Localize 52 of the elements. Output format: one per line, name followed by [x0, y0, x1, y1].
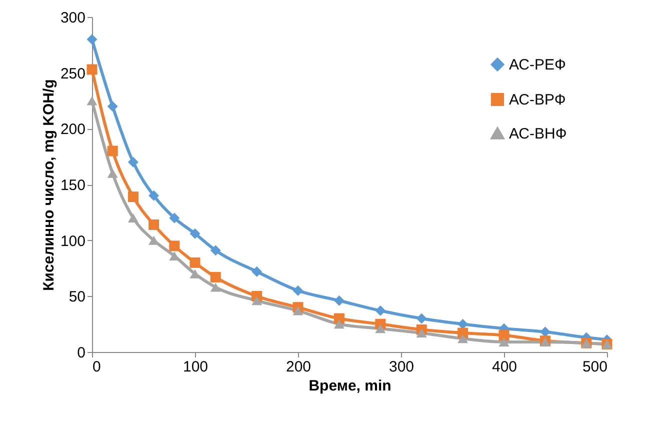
point — [375, 305, 386, 316]
legend-label: АС-ВРФ — [509, 92, 566, 108]
point — [252, 266, 262, 277]
point — [375, 324, 386, 334]
x-tick-label: 0 — [92, 358, 101, 376]
point — [86, 64, 98, 75]
point — [148, 219, 160, 230]
point — [416, 313, 427, 324]
point — [86, 34, 98, 45]
point — [292, 285, 304, 296]
x-tick-label: 400 — [492, 358, 518, 376]
x-tick-label: 500 — [582, 358, 608, 376]
x-tick-label: 200 — [286, 358, 312, 376]
point — [169, 240, 180, 252]
point — [334, 320, 344, 329]
point — [458, 318, 468, 330]
legend-label: АС-РЕФ — [509, 56, 566, 74]
point — [190, 269, 200, 278]
point — [148, 190, 160, 201]
point — [540, 326, 550, 338]
legend-label: АС-ВНФ — [509, 126, 567, 142]
point — [210, 282, 221, 292]
point — [334, 295, 344, 306]
point — [169, 212, 180, 224]
point — [210, 272, 221, 282]
x-tick-label: 100 — [182, 358, 208, 376]
point — [190, 228, 200, 239]
point — [498, 337, 510, 346]
y-tick-label: 50 — [68, 288, 86, 306]
point — [128, 192, 138, 202]
y-tick-label: 250 — [60, 65, 86, 82]
y-tick-label: 300 — [60, 10, 86, 26]
x-axis-title: Време, min — [308, 378, 392, 394]
point — [210, 245, 221, 256]
point — [128, 213, 138, 223]
point — [107, 168, 118, 178]
point — [498, 330, 510, 340]
point — [458, 334, 468, 344]
y-tick-label: 100 — [60, 232, 86, 250]
point — [292, 306, 304, 316]
y-axis-title: Киселинно число, mg KOH/g — [40, 79, 58, 291]
x-tick-label: 300 — [388, 358, 414, 376]
y-tick-label: 0 — [77, 344, 86, 362]
point — [252, 296, 262, 306]
y-tick-label: 150 — [60, 177, 86, 194]
point — [190, 257, 200, 268]
y-tick-label: 200 — [60, 121, 86, 138]
point — [128, 156, 138, 168]
point — [107, 101, 118, 112]
point — [107, 146, 118, 156]
point — [86, 96, 98, 106]
point — [416, 328, 427, 338]
